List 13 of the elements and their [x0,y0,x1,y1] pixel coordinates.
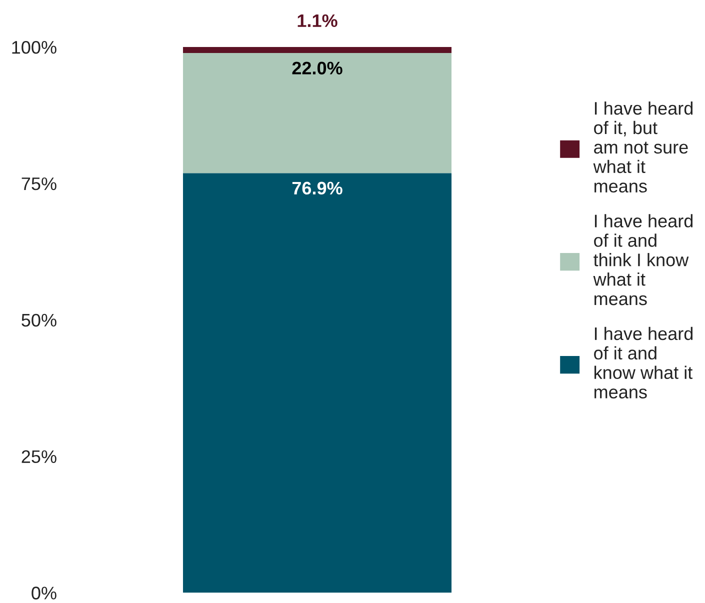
legend-label: I have heard of it and think I know what it means [593,214,693,306]
bar [183,53,452,174]
legend-label: I have heard of it and know what it means [594,326,693,398]
y-tick-label: 0% [32,586,56,600]
data-label: 22.0% [292,62,342,74]
data-label: 1.1% [298,14,338,28]
data-label: 76.9% [292,182,342,195]
y-tick-label: 50% [22,314,56,327]
y-tick-label: 100% [12,40,56,54]
bar [183,47,452,54]
y-tick-label: 25% [22,450,56,464]
y-tick-label: 75% [22,177,56,190]
legend-label: I have heard of it, but am not sure what it means [593,101,693,193]
